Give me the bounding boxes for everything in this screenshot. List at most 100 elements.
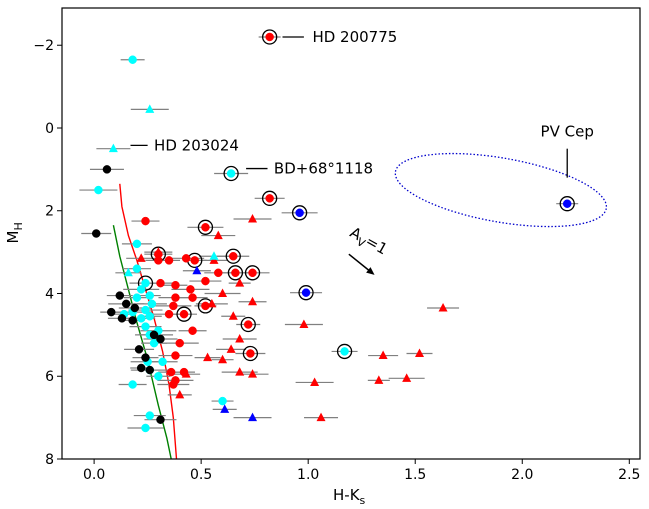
red-circle-point [171,351,180,360]
cyan-triangle-point [123,267,133,277]
red-circle-point [201,276,210,286]
highlight-ring [223,165,239,182]
label-bd-68-1118: BD+68°1118 [274,160,373,178]
highlight-ring [262,190,278,206]
black-circle-point [106,307,116,317]
highlight-ring [242,345,259,362]
x-tick-label: 0.5 [190,467,212,483]
black-circle-point [134,345,144,354]
red-circle-point [156,278,165,288]
red-triangle-point [228,311,238,320]
y-tick-label: 4 [45,286,54,302]
x-axis-label: H-Ks [333,486,366,507]
x-tick-label: 2.0 [511,467,533,483]
red-circle-point [141,216,150,226]
red-triangle-point [218,354,228,364]
blue-circle-point [301,288,311,297]
cyan-circle-point [340,347,349,356]
cyan-circle-point [141,423,150,433]
highlight-ring [244,265,261,281]
red-circle-point [169,380,178,389]
red-circle-point [171,293,180,302]
red-triangle-point [175,389,185,399]
highlight-ring [225,248,241,264]
highlight-ring [197,219,214,235]
red-circle-point [188,293,197,302]
black-circle-point [149,330,159,340]
cyan-circle-point [226,169,236,178]
red-triangle-point [248,296,258,306]
cyan-triangle-point [108,143,118,153]
cyan-circle-point [154,371,163,381]
red-circle-point [175,338,184,348]
highlight-ring [262,29,278,45]
red-circle-point [164,309,174,319]
highlight-ring [176,306,192,322]
cyan-circle-point [136,285,146,294]
label-hd-203024: HD 203024 [154,136,239,154]
red-circle-point [214,268,223,278]
blue-triangle-point [192,265,202,275]
x-tick-label: 1.0 [297,467,319,483]
black-circle-point [92,229,101,238]
highlight-ring [227,265,244,281]
black-circle-point [145,365,155,375]
blue-circle-point [295,208,304,218]
black-circle-point [102,165,112,174]
black-circle-point [117,314,127,323]
blue-circle-point [562,199,572,208]
cyan-circle-point [145,312,155,321]
red-circle-point [248,268,257,278]
red-triangle-point [207,298,217,308]
y-tick-label: 2 [45,204,54,220]
red-triangle-point [299,319,309,329]
cyan-triangle-point [209,251,219,260]
black-circle-point [130,303,140,313]
red-circle-point [154,256,163,265]
red-triangle-point [402,373,412,382]
label-hd-200775: HD 200775 [312,28,397,46]
red-triangle-point [226,344,236,353]
red-triangle-point [438,302,448,312]
y-axis-label: MH [4,222,25,243]
red-circle-point [181,254,191,263]
y-tick-label: 0 [45,121,54,137]
highlight-ring [559,196,575,212]
y-tick-label: 6 [45,369,54,385]
red-circle-point [164,256,174,265]
highlight-ring [137,275,154,291]
cyan-circle-point [136,314,146,323]
blue-triangle-point [220,404,230,413]
cyan-circle-point [158,357,167,367]
cyan-circle-point [141,322,150,331]
cyan-triangle-point [145,104,155,113]
red-circle-point [186,285,195,294]
cyan-circle-point [141,305,150,315]
isochrone-curve-1 [112,225,172,459]
red-circle-point [265,32,274,42]
highlight-ring [240,316,256,333]
cyan-circle-point [132,239,142,249]
red-triangle-point [374,375,384,384]
red-circle-point [190,256,199,265]
black-circle-point [156,415,165,424]
blue-triangle-point [248,412,258,422]
cyan-circle-point [145,291,155,300]
red-circle-point [243,320,253,329]
red-triangle-point [153,247,163,256]
red-circle-point [179,309,189,319]
label-pv-cep: PV Cep [541,122,594,140]
pv-cep-ellipse [394,152,608,228]
red-triangle-point [248,369,258,378]
red-circle-point [231,268,240,278]
cyan-circle-point [218,396,227,406]
red-circle-point [229,252,238,261]
red-circle-point [169,301,178,311]
highlight-ring [298,285,314,301]
black-circle-point [128,316,137,325]
cyan-circle-point [132,293,142,302]
cyan-circle-point [147,299,157,309]
black-circle-point [121,299,131,309]
cyan-circle-point [145,411,155,420]
